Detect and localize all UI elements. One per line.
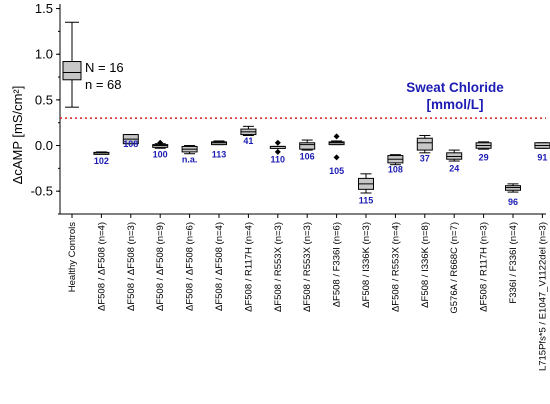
box-7 — [269, 139, 286, 155]
axes: 1.5 1.0 0.5 0.0 -0.5 — [31, 1, 546, 218]
y-tick-label: 0.5 — [35, 92, 53, 107]
sweat-chloride-label: 105 — [329, 166, 344, 176]
box-12 — [416, 134, 433, 154]
sweat-chloride-label: 24 — [449, 163, 459, 173]
annotation-title: Sweat Chloride — [406, 80, 504, 95]
box-iqr — [299, 142, 316, 150]
box-5 — [211, 140, 227, 146]
x-tick-label: G576A / R668C (n=7) — [449, 222, 460, 314]
y-tick-label: 1.5 — [35, 1, 53, 16]
x-tick-label: ΔF508 / I336K (n=8) — [420, 222, 431, 308]
sweat-chloride-label: 115 — [359, 195, 374, 205]
outlier-point — [274, 148, 281, 155]
sweat-chloride-label: 113 — [212, 150, 227, 160]
x-tick-label: ΔF508 / ΔF508 (n=3) — [126, 222, 137, 311]
sweat-chloride-label: 106 — [300, 152, 315, 162]
sweat-chloride-label: n.a. — [182, 154, 198, 164]
sweat-labels-group: 102 108 100 n.a. 113 41 110 106 105 115 108 37 24 29 9… — [94, 136, 548, 207]
x-tick-labels-group: Healthy Controls ΔF508 / ΔF508 (n=4) ΔF508… — [67, 222, 548, 371]
box-9 — [328, 133, 345, 161]
sweat-chloride-label: 110 — [271, 154, 286, 164]
outlier-point — [333, 133, 340, 140]
sweat-chloride-label: 102 — [94, 156, 109, 166]
box-2 — [122, 134, 139, 145]
box-4 — [181, 145, 198, 155]
outlier-point — [333, 154, 340, 161]
x-tick-label: ΔF508 / ΔF508 (n=4) — [214, 222, 225, 311]
x-tick-label: ΔF508 / I336K (n=3) — [361, 222, 372, 308]
box-8 — [299, 139, 316, 151]
x-tick-label: L715Pfs*5 / E1047_V1122del (n=3) — [537, 222, 548, 371]
box-16 — [534, 142, 550, 149]
sweat-chloride-label: 91 — [537, 152, 547, 162]
annotation-unit: [mmol/L] — [427, 97, 484, 112]
outlier-point — [157, 139, 164, 146]
sweat-chloride-label: 41 — [243, 136, 253, 146]
x-tick-label: F336I / F336I (n=4) — [508, 222, 519, 304]
box-11 — [387, 154, 404, 166]
sweat-chloride-label: 37 — [420, 153, 430, 163]
box-15 — [505, 183, 521, 193]
control-stats-n-patients: N = 16 — [85, 60, 124, 75]
x-tick-label: ΔF508 / F336I (n=6) — [332, 222, 343, 307]
x-tick-label: ΔF508 / R553X (n=3) — [302, 222, 313, 312]
box-14 — [475, 141, 492, 150]
x-tick-label: ΔF508 / ΔF508 (n=4) — [96, 222, 107, 311]
box-iqr — [416, 137, 433, 151]
y-tick-label: 0.0 — [35, 138, 53, 153]
x-tick-label: Healthy Controls — [67, 222, 78, 292]
x-tick-label: ΔF508 / ΔF508 (n=6) — [185, 222, 196, 311]
x-tick-label: ΔF508 / R553X (n=4) — [390, 222, 401, 312]
x-tick-label: ΔF508 / R117H (n=4) — [243, 222, 254, 312]
sweat-chloride-label: 100 — [153, 150, 168, 160]
x-tick-label: ΔF508 / R553X (n=3) — [273, 222, 284, 312]
sweat-chloride-label: 108 — [388, 164, 403, 174]
box-6 — [240, 125, 257, 136]
box-1 — [93, 151, 110, 155]
control-stats-n-measurements: n = 68 — [85, 77, 122, 92]
y-axis-label: ΔcAMP [mS/cm²] — [10, 86, 25, 185]
box-3 — [152, 139, 169, 149]
x-tick-label: ΔF508 / ΔF508 (n=9) — [155, 222, 166, 311]
box-iqr — [62, 61, 82, 81]
sweat-chloride-label: 108 — [123, 139, 138, 149]
y-tick-label: 1.0 — [35, 47, 53, 62]
box-0 — [62, 21, 82, 108]
sweat-chloride-label: 96 — [508, 197, 518, 207]
y-tick-label: -0.5 — [31, 184, 53, 199]
box-13 — [446, 149, 463, 162]
outlier-point — [274, 139, 281, 146]
x-tick-label: ΔF508 / R117H (n=3) — [479, 222, 490, 312]
box-10 — [358, 173, 374, 194]
sweat-chloride-label: 29 — [479, 152, 489, 162]
boxes-group — [62, 21, 550, 194]
